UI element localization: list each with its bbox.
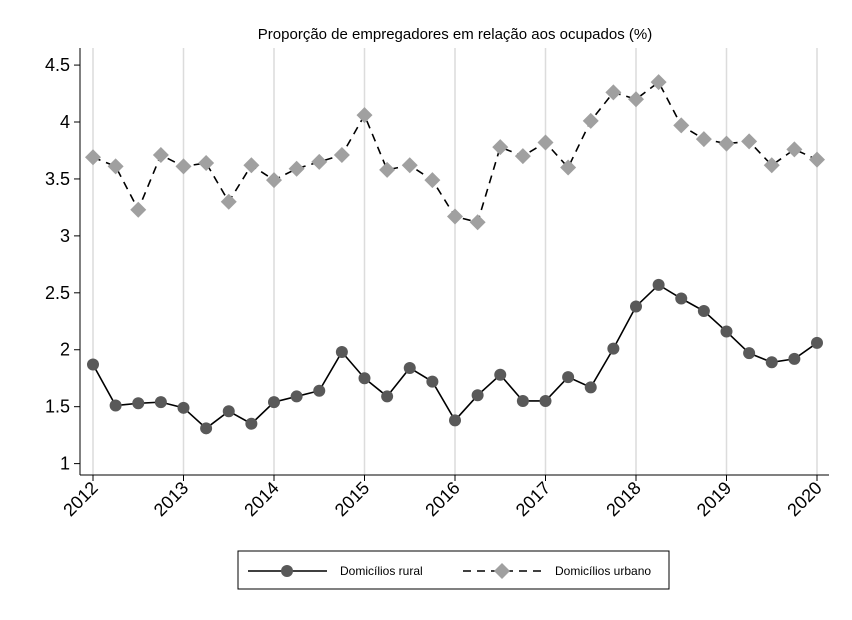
data-point-urbano [582,112,599,129]
data-point-rural [109,399,122,412]
data-point-rural [426,375,439,388]
data-point-urbano [560,159,577,176]
legend-box [237,550,670,590]
data-point-urbano [333,147,350,164]
y-tick-label: 4.5 [45,55,70,75]
data-point-urbano [741,133,758,150]
data-point-urbano [401,157,418,174]
data-point-rural [562,371,575,384]
data-point-rural [268,396,280,409]
legend-marker-urbano [494,563,510,579]
chart-title: Proporção de empregadores em relação aos… [258,26,652,43]
data-point-rural [449,414,461,427]
data-point-rural [358,372,371,385]
data-point-rural [584,381,597,394]
data-point-rural [743,347,756,360]
legend: Domicílios rural Domicílios urbano [237,550,670,590]
data-point-rural [313,384,326,397]
y-tick-label: 3 [60,226,70,246]
data-point-urbano [243,157,260,174]
data-point-urbano [786,141,803,158]
data-point-urbano [107,158,124,175]
data-point-rural [720,325,733,338]
data-point-rural [471,389,484,402]
legend-label-urbano: Domicílios urbano [555,564,651,578]
data-point-rural [177,401,190,414]
data-point-rural [765,356,778,369]
data-point-urbano [152,147,169,164]
data-point-rural [652,278,665,291]
data-point-rural [222,405,235,418]
data-point-urbano [718,135,735,152]
y-tick-label: 3.5 [45,169,70,189]
data-point-urbano [469,214,486,231]
y-tick-label: 1.5 [45,397,70,417]
data-point-rural [290,390,303,403]
data-point-urbano [175,158,192,175]
series [85,74,825,435]
data-point-urbano [447,208,463,225]
data-point-urbano [650,74,667,91]
data-point-rural [811,336,823,349]
data-point-rural [132,397,145,410]
data-point-urbano [514,148,531,165]
data-point-urbano [266,172,282,189]
data-point-rural [87,358,99,371]
legend-marker-rural [281,565,293,577]
y-tick-label: 2 [60,340,70,360]
data-point-urbano [537,134,554,151]
data-point-urbano [198,155,215,172]
data-point-urbano [695,131,712,148]
data-point-urbano [424,172,441,189]
data-point-urbano [356,107,373,124]
data-point-rural [381,390,394,403]
data-point-urbano [311,153,328,170]
data-point-rural [788,352,801,365]
y-tick-label: 4 [60,112,70,132]
data-point-rural [675,292,688,305]
data-point-urbano [85,149,101,166]
data-point-rural [630,300,642,313]
data-point-rural [494,368,507,381]
data-point-urbano [220,193,237,210]
data-point-urbano [673,117,690,134]
data-point-rural [516,394,529,407]
data-point-urbano [628,91,644,108]
data-point-urbano [130,201,147,218]
data-point-rural [607,342,620,355]
data-point-rural [245,417,258,430]
data-point-rural [335,346,348,359]
data-point-rural [403,361,416,374]
data-point-rural [697,305,710,318]
data-point-urbano [492,139,509,156]
y-tick-label: 2.5 [45,283,70,303]
data-point-urbano [605,84,622,101]
data-point-urbano [763,157,780,174]
data-point-rural [200,422,213,435]
data-point-rural [539,394,552,407]
data-point-urbano [379,161,396,178]
legend-label-rural: Domicílios rural [340,564,423,578]
y-tick-label: 1 [60,454,70,474]
data-point-urbano [288,160,305,177]
data-point-rural [154,396,167,409]
data-point-urbano [809,151,825,168]
